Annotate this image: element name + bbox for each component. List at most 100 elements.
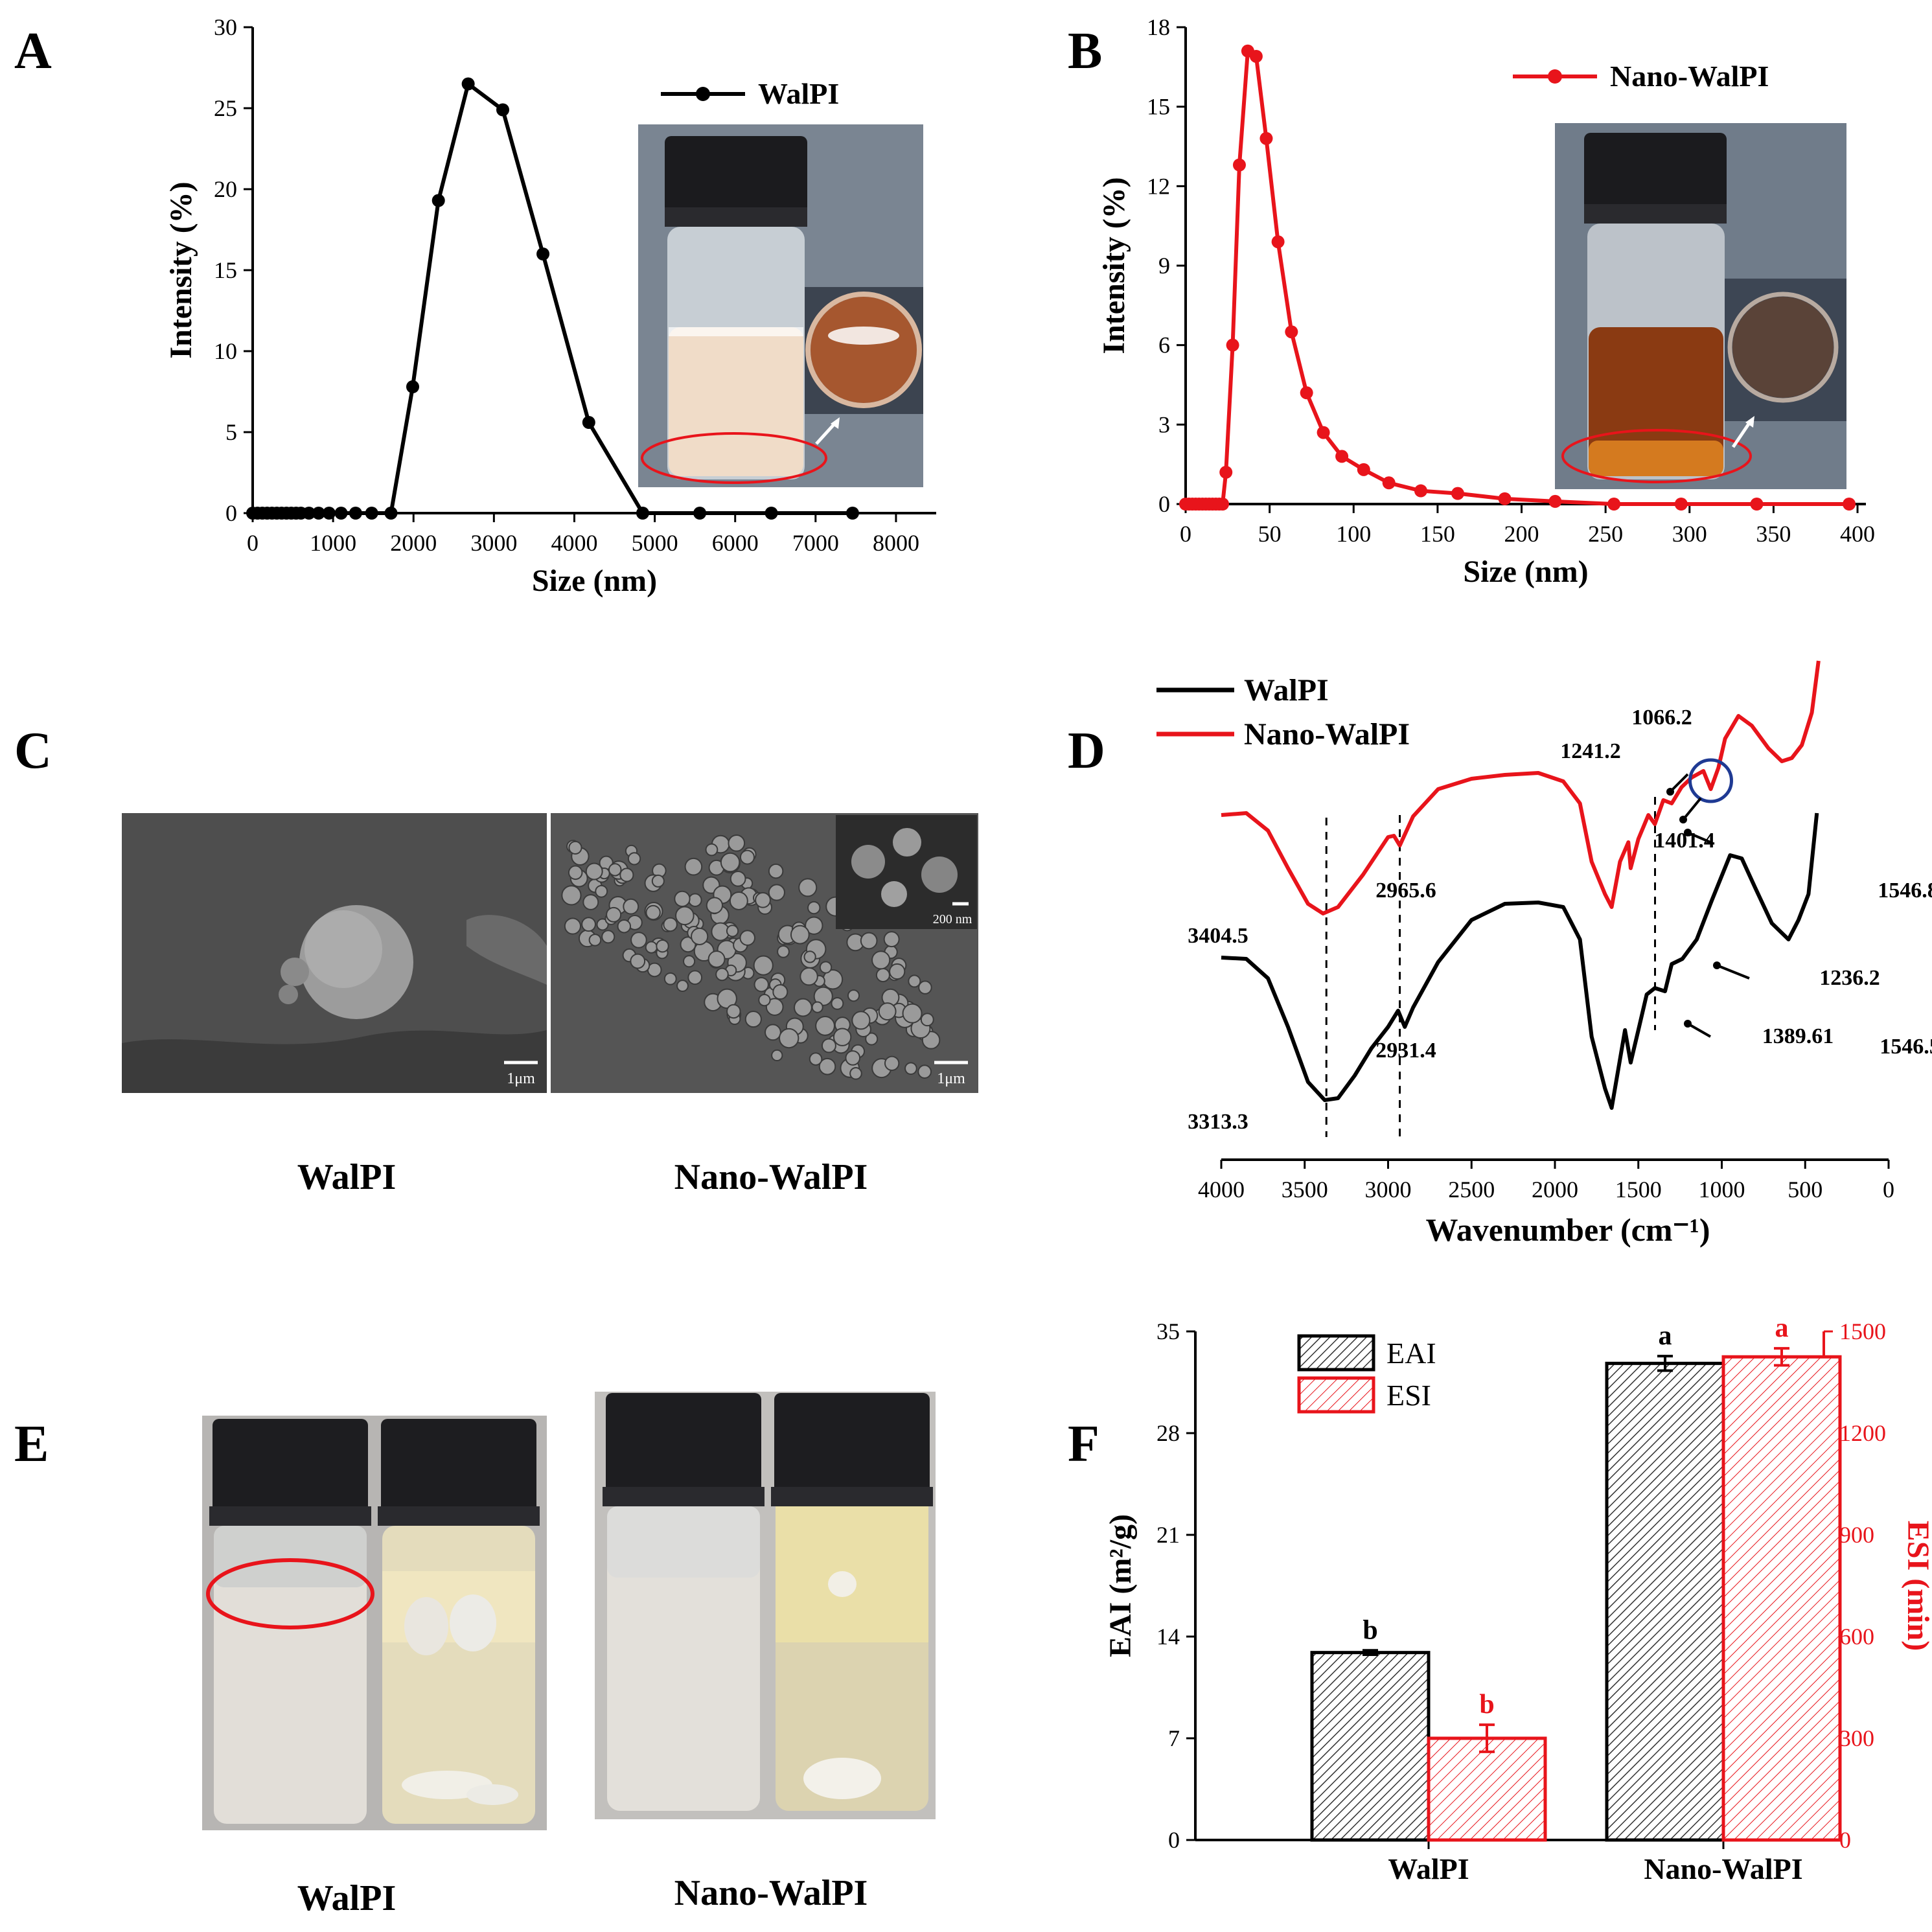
chart-d-axes: 4000 3500 3000 2500 2000 1500 1000 500 0 Wavenumb… [1198, 797, 1894, 1248]
nanoparticle [883, 931, 900, 948]
data-point [1259, 132, 1273, 145]
chart-d-annotations: 3404.52965.61546.81401.41241.21066.23313… [1188, 706, 1932, 1134]
x-tick-label: 7000 [792, 530, 839, 556]
emulsion-caption-nano-walpi: Nano-WalPI [674, 1873, 868, 1913]
nanoparticle [878, 1002, 897, 1021]
panel-letter-a: A [14, 23, 52, 80]
bar [1721, 1355, 1842, 1842]
y2-tick-label: 0 [1839, 1827, 1851, 1853]
sem-nano-walpi-image: 200 nm 1μm [551, 813, 978, 1093]
nanoparticle [675, 906, 695, 926]
legend-marker [1548, 69, 1562, 84]
y2-axis-label: ESI (min) [1901, 1521, 1932, 1651]
peak-label: 1546.5 [1880, 1035, 1932, 1059]
x-tick-label: 1000 [310, 530, 356, 556]
nanoparticle [758, 993, 771, 1007]
y-tick-label: 0 [1168, 1827, 1180, 1853]
data-point [1216, 498, 1230, 511]
chart-a-axes: 0 1000 2000 3000 4000 5000 6000 7000 8000 0 5 10 15 2… [164, 14, 936, 598]
nanoparticle [917, 1064, 932, 1079]
nanoparticle [819, 961, 833, 974]
data-point [406, 380, 419, 393]
x-tick-label: 2500 [1448, 1177, 1495, 1202]
nanoparticle [920, 1013, 934, 1027]
peak-label: 2965.6 [1375, 879, 1436, 903]
emulsion-walpi-photo [202, 1416, 547, 1830]
nanoparticle [645, 941, 658, 954]
nanoparticle [687, 970, 703, 985]
panel-letter-f: F [1068, 1416, 1099, 1473]
nanoparticle [656, 939, 669, 953]
nanoparticle [619, 868, 634, 882]
data-point [1498, 492, 1512, 505]
nanoparticle [918, 980, 932, 995]
significance-letter: b [1363, 1615, 1377, 1645]
y-tick-label: 20 [214, 176, 237, 202]
x-tick-label: 250 [1588, 521, 1623, 547]
y2-tick-label: 1200 [1839, 1420, 1886, 1446]
legend-label: Nano-WalPI [1244, 717, 1410, 752]
nanoparticle [561, 885, 582, 906]
legend-label: EAI [1386, 1337, 1436, 1370]
y2-tick-label: 900 [1839, 1522, 1874, 1548]
data-point [1548, 494, 1562, 508]
spectrum-line [1221, 660, 1821, 915]
data-point [1249, 49, 1263, 63]
y-axis-label: EAI (m²/g) [1103, 1514, 1138, 1657]
x-tick-label: 3500 [1282, 1177, 1328, 1202]
data-point [1357, 463, 1370, 476]
arrow-head [1666, 788, 1674, 796]
x-tick-label: 300 [1672, 521, 1707, 547]
arrow-head [1684, 829, 1692, 836]
data-point [636, 507, 649, 520]
nanoparticle [585, 862, 603, 880]
category-label: Nano-WalPI [1644, 1852, 1802, 1885]
data-point [536, 247, 550, 260]
data-point [365, 507, 378, 520]
y-tick-label: 35 [1156, 1318, 1180, 1344]
legend-label: WalPI [1244, 673, 1329, 707]
nanoparticle [688, 893, 702, 907]
data-point [1317, 426, 1330, 439]
nanoparticle [720, 852, 741, 873]
data-point [1750, 498, 1764, 511]
nanoparticle [805, 916, 823, 935]
y-tick-label: 6 [1158, 332, 1170, 358]
data-point [582, 416, 595, 429]
nanoparticle [691, 927, 709, 945]
nanoparticle [809, 1052, 823, 1066]
nanoparticle [765, 998, 784, 1016]
nanoparticle [680, 936, 696, 953]
data-point [1382, 476, 1396, 490]
data-point [302, 507, 316, 520]
x-tick-label: 50 [1258, 521, 1282, 547]
legend-label: ESI [1386, 1379, 1431, 1412]
data-point [496, 103, 510, 117]
data-point [845, 507, 859, 520]
nanoparticle [645, 904, 661, 921]
nanoparticle [684, 857, 703, 876]
nanoparticle [815, 1016, 835, 1036]
y-tick-label: 9 [1158, 253, 1170, 279]
y-tick-label: 7 [1168, 1725, 1180, 1751]
significance-letter: a [1659, 1321, 1672, 1351]
x-tick-label: 4000 [551, 530, 597, 556]
nanoparticle [821, 1038, 836, 1053]
nanoparticle [663, 917, 678, 932]
chart-a-legend: WalPI [661, 77, 839, 110]
x-tick-label: 4000 [1198, 1177, 1245, 1202]
x-tick-label: 500 [1788, 1177, 1823, 1202]
peak-label: 1236.2 [1819, 966, 1880, 990]
x-tick-label: 350 [1756, 521, 1791, 547]
nanoparticle [798, 878, 818, 897]
chart-d-legend: WalPI Nano-WalPI [1156, 673, 1410, 752]
nanoparticle [730, 870, 746, 887]
nanoparticle [794, 998, 812, 1017]
nanoparticle [739, 930, 756, 946]
x-axis-label: Size (nm) [532, 564, 657, 598]
nanoparticle [651, 874, 665, 888]
legend-marker [696, 87, 710, 101]
nanoparticle [768, 863, 784, 879]
legend-swatch [1297, 1376, 1375, 1414]
x-tick-label: 100 [1336, 521, 1371, 547]
